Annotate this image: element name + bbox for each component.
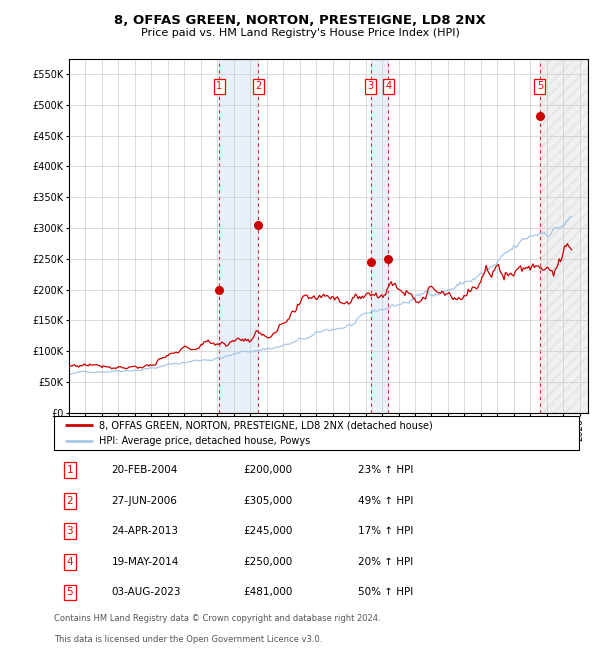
Text: £250,000: £250,000 <box>243 557 292 567</box>
Text: 8, OFFAS GREEN, NORTON, PRESTEIGNE, LD8 2NX (detached house): 8, OFFAS GREEN, NORTON, PRESTEIGNE, LD8 … <box>98 420 433 430</box>
Text: Contains HM Land Registry data © Crown copyright and database right 2024.: Contains HM Land Registry data © Crown c… <box>54 614 380 623</box>
Text: 49% ↑ HPI: 49% ↑ HPI <box>359 496 414 506</box>
Point <box>366 257 376 267</box>
Text: 19-MAY-2014: 19-MAY-2014 <box>112 557 179 567</box>
FancyBboxPatch shape <box>54 416 579 450</box>
Point <box>215 284 224 294</box>
Text: 50% ↑ HPI: 50% ↑ HPI <box>359 588 414 597</box>
Point <box>383 254 393 264</box>
Text: £200,000: £200,000 <box>243 465 292 475</box>
Text: 2: 2 <box>255 81 262 91</box>
Text: 4: 4 <box>385 81 391 91</box>
Bar <box>540 58 588 413</box>
Text: 24-APR-2013: 24-APR-2013 <box>112 526 179 536</box>
Text: £481,000: £481,000 <box>243 588 292 597</box>
Point <box>535 111 545 122</box>
Text: 1: 1 <box>67 465 73 475</box>
Text: 20-FEB-2004: 20-FEB-2004 <box>112 465 178 475</box>
Text: 8, OFFAS GREEN, NORTON, PRESTEIGNE, LD8 2NX: 8, OFFAS GREEN, NORTON, PRESTEIGNE, LD8 … <box>114 14 486 27</box>
Text: £305,000: £305,000 <box>243 496 292 506</box>
Text: 20% ↑ HPI: 20% ↑ HPI <box>359 557 414 567</box>
Point <box>254 220 263 230</box>
Bar <box>371 58 388 413</box>
Text: 3: 3 <box>368 81 374 91</box>
Text: 3: 3 <box>67 526 73 536</box>
Text: 23% ↑ HPI: 23% ↑ HPI <box>359 465 414 475</box>
Text: 5: 5 <box>67 588 73 597</box>
Text: 5: 5 <box>537 81 543 91</box>
Bar <box>220 58 259 413</box>
Bar <box>540 58 588 413</box>
Text: 2: 2 <box>67 496 73 506</box>
Text: 4: 4 <box>67 557 73 567</box>
Text: 27-JUN-2006: 27-JUN-2006 <box>112 496 178 506</box>
Text: HPI: Average price, detached house, Powys: HPI: Average price, detached house, Powy… <box>98 436 310 446</box>
Text: This data is licensed under the Open Government Licence v3.0.: This data is licensed under the Open Gov… <box>54 634 322 644</box>
Text: 17% ↑ HPI: 17% ↑ HPI <box>359 526 414 536</box>
Text: 03-AUG-2023: 03-AUG-2023 <box>112 588 181 597</box>
Text: £245,000: £245,000 <box>243 526 292 536</box>
Text: Price paid vs. HM Land Registry's House Price Index (HPI): Price paid vs. HM Land Registry's House … <box>140 28 460 38</box>
Text: 1: 1 <box>217 81 223 91</box>
